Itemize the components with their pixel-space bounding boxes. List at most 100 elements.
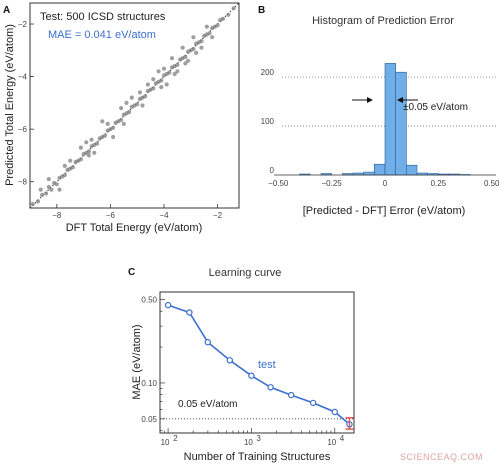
panel-a-point bbox=[180, 45, 185, 50]
panel-a-x-ticks: −8 −6 −4 −2 bbox=[52, 204, 223, 220]
panel-c-y-ticks: 0.05 0.10 0.50 bbox=[141, 296, 165, 431]
panel-a-point bbox=[89, 137, 94, 142]
panel-a-point bbox=[78, 157, 83, 162]
panel-a-point bbox=[46, 184, 51, 190]
panel-a-point bbox=[54, 182, 59, 187]
panel-b-bar bbox=[395, 71, 407, 176]
panel-a-point bbox=[35, 199, 41, 204]
panel-a-point bbox=[183, 61, 188, 66]
panel-a-ytick-label: −6 bbox=[18, 125, 28, 134]
panel-b-xtick-label: −0.25 bbox=[322, 179, 343, 188]
panel-a-frame bbox=[29, 2, 240, 209]
panel-c-ref-label: 0.05 eV/atom bbox=[178, 399, 237, 410]
panel-a-point bbox=[78, 145, 83, 150]
panel-a-point bbox=[207, 31, 212, 36]
panel-a-point bbox=[40, 192, 45, 197]
panel-c-point bbox=[226, 357, 233, 364]
panel-b-bar bbox=[373, 163, 386, 176]
panel-a-letter: A bbox=[3, 5, 10, 16]
panel-b-annotation: ±0.05 eV/atom bbox=[403, 102, 468, 113]
panel-b-ytick-label: 0 bbox=[270, 166, 275, 175]
panel-a-point bbox=[220, 16, 225, 21]
panel-c-ytick-label: 0.10 bbox=[141, 379, 157, 388]
panel-a-point bbox=[167, 70, 172, 75]
panel-b-letter: B bbox=[258, 5, 265, 16]
panel-c-point bbox=[288, 391, 295, 399]
panel-b-xtick-label: 0.25 bbox=[431, 179, 447, 188]
panel-b-bar bbox=[405, 164, 418, 176]
panel-c-point bbox=[267, 384, 274, 391]
panel-c-xtick-exponent: 2 bbox=[173, 434, 178, 443]
panel-a-point bbox=[145, 82, 150, 87]
panel-b-y-ticks: 0 100 200 bbox=[261, 68, 275, 175]
panel-a-point bbox=[127, 110, 132, 115]
panel-a-point bbox=[100, 119, 105, 124]
panel-a-point bbox=[161, 66, 167, 71]
panel-a-point bbox=[194, 50, 199, 56]
panel-c-xtick-exponent: 4 bbox=[340, 434, 345, 443]
panel-a-point bbox=[135, 102, 140, 107]
panel-a-ytick-label: −8 bbox=[18, 178, 28, 187]
panel-c-point bbox=[164, 301, 172, 309]
panel-a-point bbox=[143, 94, 148, 99]
panel-c-title: Learning curve bbox=[209, 267, 282, 279]
panel-b-title: Histogram of Prediction Error bbox=[312, 15, 454, 27]
panel-b-bar bbox=[384, 63, 396, 176]
panel-a-xtick-label: −8 bbox=[52, 211, 62, 220]
panel-a-point bbox=[151, 77, 156, 82]
panel-c-frame bbox=[159, 291, 355, 434]
panel-a-point bbox=[140, 103, 145, 108]
panel-a-point bbox=[191, 35, 196, 40]
panel-b-xtick-label: 0.50 bbox=[484, 179, 499, 188]
panel-c-xlabel: Number of Training Structures bbox=[184, 451, 331, 463]
panel-a-point bbox=[84, 140, 89, 145]
panel-a-point bbox=[129, 95, 134, 100]
panel-a-xtick-label: −4 bbox=[159, 211, 169, 220]
panel-c-x-ticks: 10 2 10 3 10 4 bbox=[159, 428, 345, 447]
panel-a-point bbox=[102, 133, 108, 138]
panel-a-xtick-label: −6 bbox=[106, 211, 116, 220]
panel-b-arrowhead-left bbox=[367, 97, 373, 103]
panel-a-point bbox=[111, 134, 116, 140]
panel-c-ylabel: MAE (eV/atom) bbox=[131, 324, 143, 399]
panel-a-point bbox=[111, 125, 116, 130]
panel-a-points bbox=[30, 6, 236, 207]
panel-c: Learning curve 10 2 10 3 10 4 0.050.100.50 te… bbox=[131, 267, 355, 463]
panel-c-xtick-label: 10 bbox=[244, 438, 253, 447]
panel-a-point bbox=[68, 158, 73, 163]
panel-a-point bbox=[151, 86, 156, 91]
panel-a-point bbox=[164, 82, 169, 87]
watermark: SCIENCEAQ.COM bbox=[400, 452, 483, 462]
panel-a-point bbox=[210, 35, 215, 40]
panel-b-bar bbox=[363, 171, 375, 176]
panel-a-point bbox=[172, 71, 177, 77]
panel-a-point bbox=[86, 153, 91, 158]
panel-b-ytick-label: 200 bbox=[261, 68, 275, 77]
panel-a-point bbox=[119, 117, 124, 123]
panel-a-point bbox=[169, 56, 175, 61]
panel-a-point bbox=[38, 187, 43, 192]
panel-a-point bbox=[183, 54, 188, 60]
panel-c-letter: C bbox=[128, 267, 135, 278]
panel-a-point bbox=[119, 106, 124, 111]
panel-a-point bbox=[86, 149, 91, 154]
panel-a-point bbox=[94, 141, 100, 146]
panel-a-point bbox=[44, 191, 49, 196]
panel-c-series-label: test bbox=[258, 359, 276, 371]
panel-a-point bbox=[175, 69, 180, 74]
panel-a-mae: MAE = 0.041 eV/atom bbox=[48, 29, 156, 41]
panel-a-ytick-label: −4 bbox=[18, 73, 28, 82]
panel-a-point bbox=[159, 85, 164, 90]
panel-a-point bbox=[231, 6, 236, 11]
panel-a-point bbox=[62, 173, 67, 178]
panel-c-point bbox=[331, 408, 338, 416]
panel-c-series-line bbox=[167, 304, 351, 425]
panel-a-point bbox=[121, 121, 126, 126]
panel-b-xlabel: [Predicted - DFT] Error (eV/atom) bbox=[303, 205, 466, 217]
panel-a-point bbox=[186, 58, 191, 63]
panel-a-point bbox=[92, 150, 97, 155]
panel-a: −8 −6 −4 −2 −8 −6 −4 −2 Test: 500 ICSD structu… bbox=[4, 2, 240, 234]
panel-a-point bbox=[175, 62, 180, 67]
panel-a-point bbox=[215, 23, 220, 28]
